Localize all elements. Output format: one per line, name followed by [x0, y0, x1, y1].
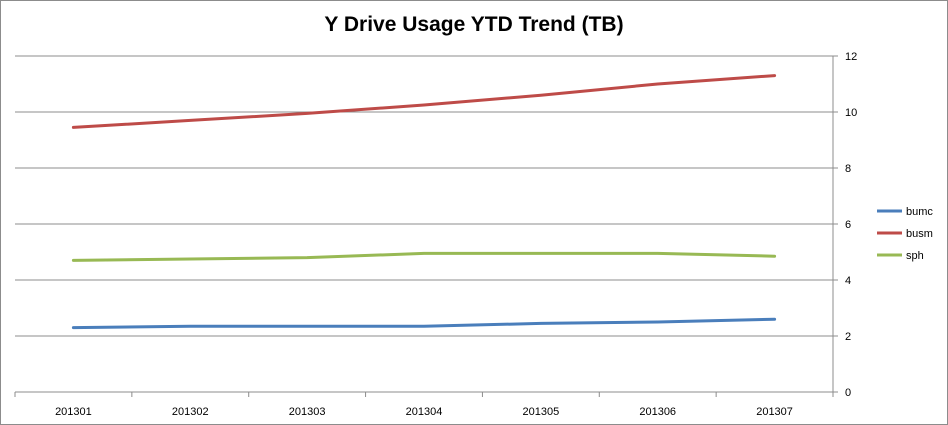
x-tick-label: 201302 [172, 406, 209, 418]
legend-label-sph: sph [906, 250, 924, 262]
x-tick-label: 201301 [55, 406, 92, 418]
x-tick-label: 201303 [289, 406, 326, 418]
x-tick-label: 201307 [756, 406, 793, 418]
y-tick-label: 10 [845, 107, 857, 119]
chart-title: Y Drive Usage YTD Trend (TB) [324, 13, 624, 36]
y-tick-label: 6 [845, 219, 851, 231]
legend-label-busm: busm [906, 228, 933, 240]
y-tick-label: 4 [845, 275, 851, 287]
legend: bumc busm sph [877, 206, 933, 262]
legend-label-bumc: bumc [906, 206, 933, 218]
series-lines [71, 74, 777, 330]
y-tick-label: 0 [845, 387, 851, 399]
x-tick-label: 201306 [639, 406, 676, 418]
y-tick-label: 8 [845, 163, 851, 175]
x-tick-label: 201304 [406, 406, 443, 418]
series-line-sph [71, 251, 777, 262]
gridlines [15, 55, 833, 337]
series-line-busm [71, 74, 777, 129]
axes: 0 2 4 6 8 10 12 201301 201302 201303 201304 201305 2… [14, 51, 857, 418]
x-tick-label: 201305 [522, 406, 559, 418]
y-tick-label: 12 [845, 51, 857, 63]
series-line-bumc [71, 317, 777, 330]
y-tick-label: 2 [845, 331, 851, 343]
